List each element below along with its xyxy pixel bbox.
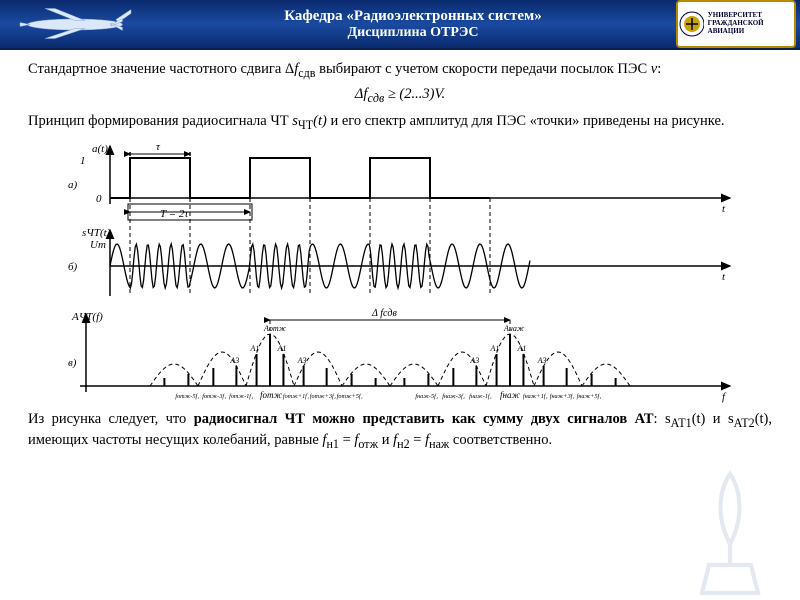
svg-text:sЧТ(t): sЧТ(t) xyxy=(82,227,111,239)
svg-text:fнаж-5f₁: fнаж-5f₁ xyxy=(415,393,438,400)
header-title-block: Кафедра «Радиоэлектронных систем» Дисцип… xyxy=(150,8,676,41)
svg-text:в): в) xyxy=(68,357,77,369)
svg-text:A3: A3 xyxy=(469,356,479,365)
svg-text:A1: A1 xyxy=(276,344,286,353)
svg-text:fнаж+1f₁: fнаж+1f₁ xyxy=(523,393,548,400)
svg-text:AЧТ(f): AЧТ(f) xyxy=(71,311,103,323)
svg-text:0: 0 xyxy=(96,193,102,205)
svg-text:Aотж: Aотж xyxy=(263,324,287,333)
svg-text:A3: A3 xyxy=(229,356,239,365)
discipline-title: Дисциплина ОТРЭС xyxy=(150,25,676,41)
background-statue-icon xyxy=(660,460,800,600)
svg-text:A1: A1 xyxy=(250,344,260,353)
svg-text:a(t): a(t) xyxy=(92,143,108,155)
paragraph-3: Из рисунка следует, что радиосигнал ЧТ м… xyxy=(28,410,772,452)
svg-text:1: 1 xyxy=(80,155,86,167)
svg-text:fотж-5f₁: fотж-5f₁ xyxy=(175,393,199,400)
svg-text:A1: A1 xyxy=(516,344,526,353)
svg-text:A3: A3 xyxy=(537,356,547,365)
svg-text:Aнаж: Aнаж xyxy=(503,324,525,333)
svg-text:τ: τ xyxy=(156,141,161,153)
svg-text:Δ fсдв: Δ fсдв xyxy=(371,308,397,319)
svg-text:fнаж: fнаж xyxy=(500,390,520,400)
svg-text:t: t xyxy=(722,271,726,283)
svg-text:fотж-3f₁: fотж-3f₁ xyxy=(202,393,226,400)
paragraph-2: Принцип формирования радиосигнала ЧТ sЧТ… xyxy=(28,112,772,133)
content-area: Стандартное значение частотного сдвига Δ… xyxy=(0,50,800,452)
plane-logo xyxy=(0,0,150,48)
department-title: Кафедра «Радиоэлектронных систем» xyxy=(150,8,676,25)
svg-text:fнаж-1f₁: fнаж-1f₁ xyxy=(469,393,492,400)
signal-diagram: a(t) t 1 0 τ T = 2τ а) sЧТ(t)Um t б) AЧТ(f) f в) Aотж… xyxy=(40,138,760,404)
airplane-icon xyxy=(15,3,135,46)
university-logo: УНИВЕРСИТЕТ ГРАЖДАНСКОЙ АВИАЦИИ xyxy=(676,0,796,48)
svg-text:fотж: fотж xyxy=(260,390,283,400)
svg-text:fнаж+5f₁: fнаж+5f₁ xyxy=(577,393,602,400)
svg-text:fотж+5f₁: fотж+5f₁ xyxy=(337,393,363,400)
svg-text:б): б) xyxy=(68,261,78,273)
emblem-icon xyxy=(678,10,704,38)
svg-text:fнаж-3f₁: fнаж-3f₁ xyxy=(442,393,465,400)
uni-sub: ГРАЖДАНСКОЙ АВИАЦИИ xyxy=(708,20,794,35)
header-bar: Кафедра «Радиоэлектронных систем» Дисцип… xyxy=(0,0,800,50)
paragraph-1: Стандартное значение частотного сдвига Δ… xyxy=(28,60,772,81)
svg-text:A1: A1 xyxy=(490,344,500,353)
svg-text:а): а) xyxy=(68,179,78,191)
svg-text:A3: A3 xyxy=(297,356,307,365)
svg-text:fотж+1f₁: fотж+1f₁ xyxy=(283,393,309,400)
svg-text:f: f xyxy=(722,391,727,403)
svg-text:T = 2τ: T = 2τ xyxy=(160,208,189,220)
svg-text:t: t xyxy=(722,203,726,215)
svg-text:fнаж+3f₁: fнаж+3f₁ xyxy=(550,393,575,400)
svg-text:Um: Um xyxy=(90,239,106,251)
svg-text:fотж-1f₁: fотж-1f₁ xyxy=(229,393,253,400)
svg-text:fотж+3f₁: fотж+3f₁ xyxy=(310,393,336,400)
formula: Δfсдв ≥ (2...3)V. xyxy=(28,85,772,106)
